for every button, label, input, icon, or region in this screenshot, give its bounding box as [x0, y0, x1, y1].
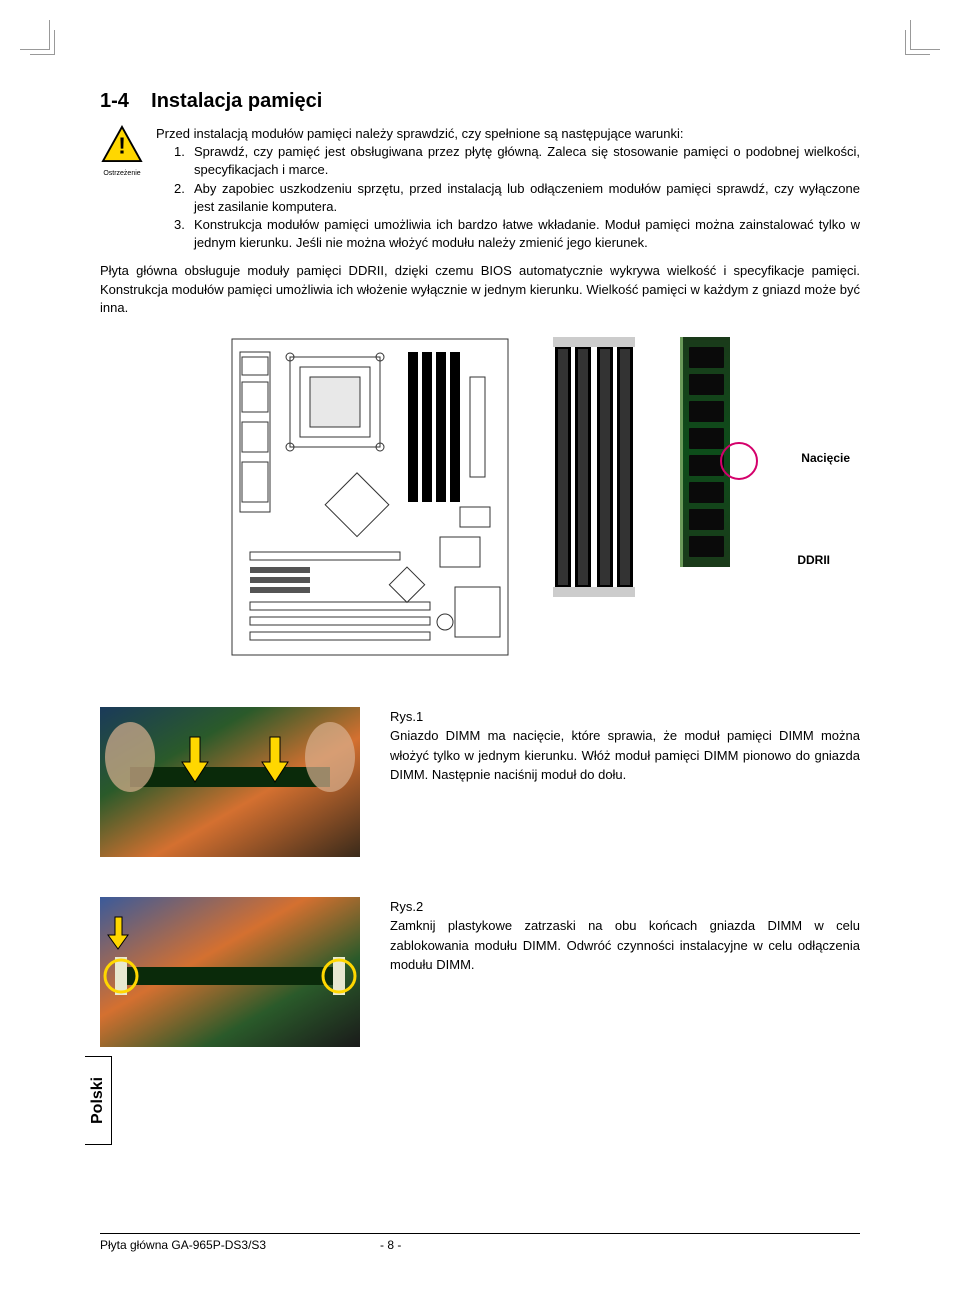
figure-2-photo: [100, 897, 360, 1047]
section-title-text: Instalacja pamięci: [151, 90, 322, 112]
figure-1-row: Rys.1 Gniazdo DIMM ma nacięcie, które sp…: [100, 707, 860, 857]
crop-mark-top-right-inner: [905, 30, 930, 55]
notch-label: Nacięcie: [801, 451, 850, 465]
figure-2-title: Rys.2: [390, 897, 860, 917]
figure-2-text: Zamknij plastykowe zatrzaski na obu końc…: [390, 918, 860, 972]
warning-icon: ! Ostrzeżenie: [100, 125, 144, 177]
language-tab: Polski: [85, 1056, 112, 1145]
body-paragraph: Płyta główna obsługuje moduły pamięci DD…: [100, 262, 860, 317]
motherboard-diagram: [230, 337, 510, 657]
warning-item: Konstrukcja modułów pamięci umożliwia ic…: [194, 216, 860, 252]
warning-block: ! Ostrzeżenie Przed instalacją modułów p…: [100, 125, 860, 252]
svg-text:!: !: [118, 133, 126, 159]
figure-1-text: Gniazdo DIMM ma nacięcie, które sprawia,…: [390, 728, 860, 782]
figure-1-title: Rys.1: [390, 707, 860, 727]
page-content: 1-4 Instalacja pamięci ! Ostrzeżenie Prz…: [0, 0, 960, 1137]
diagram-area: Nacięcie DDRII: [100, 337, 860, 657]
warning-item: Aby zapobiec uszkodzeniu sprzętu, przed …: [194, 180, 860, 216]
crop-mark-top-left-inner: [30, 30, 55, 55]
figure-2-caption: Rys.2 Zamknij plastykowe zatrzaski na ob…: [390, 897, 860, 975]
ram-module-figure: Nacięcie DDRII: [680, 337, 730, 567]
ram-slots-diagram: [550, 337, 640, 597]
warning-list: 1.Sprawdź, czy pamięć jest obsługiwana p…: [156, 143, 860, 252]
list-number: 3.: [174, 216, 194, 252]
page-footer: Płyta główna GA-965P-DS3/S3 - 8 -: [100, 1233, 860, 1252]
ddr-label: DDRII: [797, 553, 830, 567]
warning-item: Sprawdź, czy pamięć jest obsługiwana prz…: [194, 143, 860, 179]
footer-page-number: - 8 -: [380, 1238, 401, 1252]
list-number: 2.: [174, 180, 194, 216]
warning-label: Ostrzeżenie: [100, 170, 144, 177]
footer-model: Płyta główna GA-965P-DS3/S3: [100, 1238, 380, 1252]
figure-2-row: Rys.2 Zamknij plastykowe zatrzaski na ob…: [100, 897, 860, 1047]
list-number: 1.: [174, 143, 194, 179]
figure-1-photo: [100, 707, 360, 857]
section-heading: 1-4 Instalacja pamięci: [100, 90, 860, 113]
figure-1-caption: Rys.1 Gniazdo DIMM ma nacięcie, które sp…: [390, 707, 860, 785]
warning-text: Przed instalacją modułów pamięci należy …: [156, 125, 860, 252]
notch-circle-icon: [720, 442, 758, 480]
warning-intro: Przed instalacją modułów pamięci należy …: [156, 125, 860, 143]
section-number: 1-4: [100, 90, 129, 112]
